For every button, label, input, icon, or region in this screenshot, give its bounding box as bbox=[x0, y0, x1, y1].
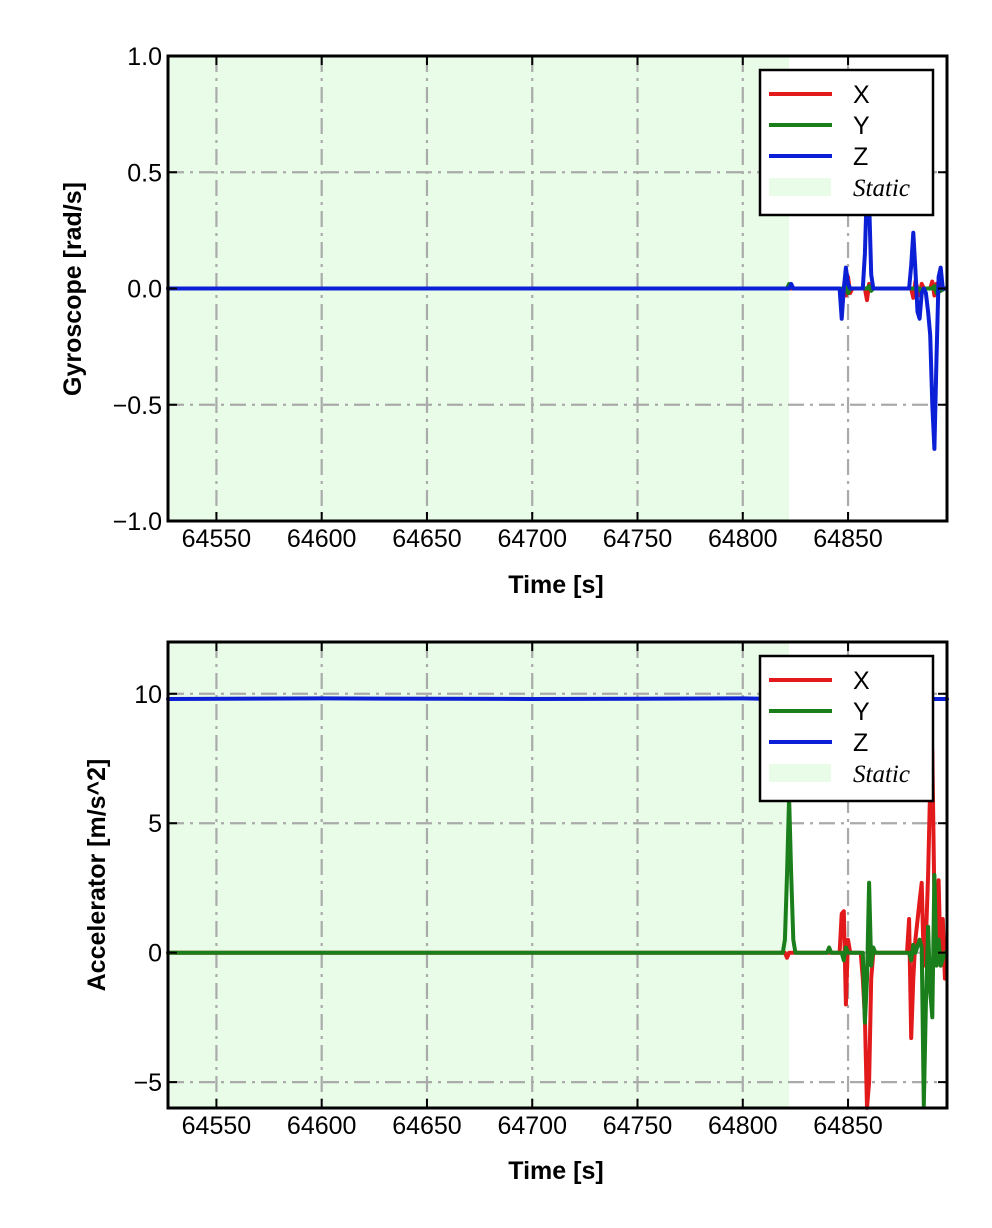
y-tick-label: 5 bbox=[148, 810, 162, 838]
legend-label-static: Static bbox=[853, 175, 910, 202]
gyroscope-legend: XYZ Static bbox=[758, 68, 935, 217]
y-tick-label: −1.0 bbox=[113, 508, 162, 536]
y-tick-label: 1.0 bbox=[127, 43, 162, 71]
legend-label-z: Z bbox=[853, 729, 868, 757]
x-tick-label: 64700 bbox=[497, 1112, 567, 1140]
accelerator-x-axis-label: Time [s] bbox=[508, 1157, 603, 1185]
legend-swatch-static bbox=[769, 764, 831, 782]
gyroscope-chart: 64550 64600 64650 64700 64750 64800 64850 −1.0 −… bbox=[59, 43, 949, 599]
x-tick-label: 64850 bbox=[813, 1112, 883, 1140]
series-line-z bbox=[166, 181, 947, 451]
legend-label-y: Y bbox=[853, 698, 870, 726]
accelerator-y-axis-label: Accelerator [m/s^2] bbox=[83, 759, 111, 992]
legend-label-z: Z bbox=[853, 143, 868, 171]
axes-frame-layer bbox=[166, 640, 949, 1110]
tick-layer: 64550 64600 64650 64700 64750 64800 64850 −5 0 5 1… bbox=[133, 642, 947, 1140]
x-tick-label: 64700 bbox=[497, 525, 567, 553]
y-tick-label: −5 bbox=[133, 1069, 162, 1097]
y-tick-label: −0.5 bbox=[113, 392, 162, 420]
accelerator-legend: XYZ Static bbox=[758, 654, 935, 803]
x-tick-label: 64750 bbox=[603, 525, 673, 553]
axes-frame bbox=[166, 640, 949, 1110]
x-tick-label: 64850 bbox=[813, 525, 883, 553]
legend-label-y: Y bbox=[853, 112, 870, 140]
x-tick-label: 64600 bbox=[287, 525, 357, 553]
x-tick-label: 64800 bbox=[708, 1112, 778, 1140]
legend-label-x: X bbox=[853, 667, 870, 695]
static-region-layer bbox=[168, 642, 790, 1108]
x-tick-label: 64550 bbox=[182, 525, 252, 553]
legend-label-x: X bbox=[853, 81, 870, 109]
x-tick-label: 64650 bbox=[392, 1112, 462, 1140]
legend-swatch-static bbox=[769, 178, 831, 196]
x-tick-label: 64600 bbox=[287, 1112, 357, 1140]
static-region bbox=[168, 642, 790, 1108]
x-tick-label: 64550 bbox=[182, 1112, 252, 1140]
gyroscope-x-axis-label: Time [s] bbox=[508, 571, 603, 599]
gyroscope-y-axis-label: Gyroscope [rad/s] bbox=[59, 182, 87, 396]
accelerator-chart: 64550 64600 64650 64700 64750 64800 64850 −5 0 5 1… bbox=[83, 640, 949, 1185]
y-tick-label: 10 bbox=[134, 681, 162, 709]
y-tick-label: 0.5 bbox=[127, 159, 162, 187]
series-layer bbox=[166, 181, 947, 451]
x-tick-label: 64800 bbox=[708, 525, 778, 553]
x-tick-label: 64750 bbox=[603, 1112, 673, 1140]
x-tick-label: 64650 bbox=[392, 525, 462, 553]
y-tick-label: 0 bbox=[148, 940, 162, 968]
series-line-y bbox=[166, 795, 947, 1108]
legend-label-static: Static bbox=[853, 761, 910, 788]
y-tick-label: 0.0 bbox=[127, 276, 162, 304]
tick-layer: 64550 64600 64650 64700 64750 64800 64850 −1.0 −… bbox=[113, 43, 947, 553]
